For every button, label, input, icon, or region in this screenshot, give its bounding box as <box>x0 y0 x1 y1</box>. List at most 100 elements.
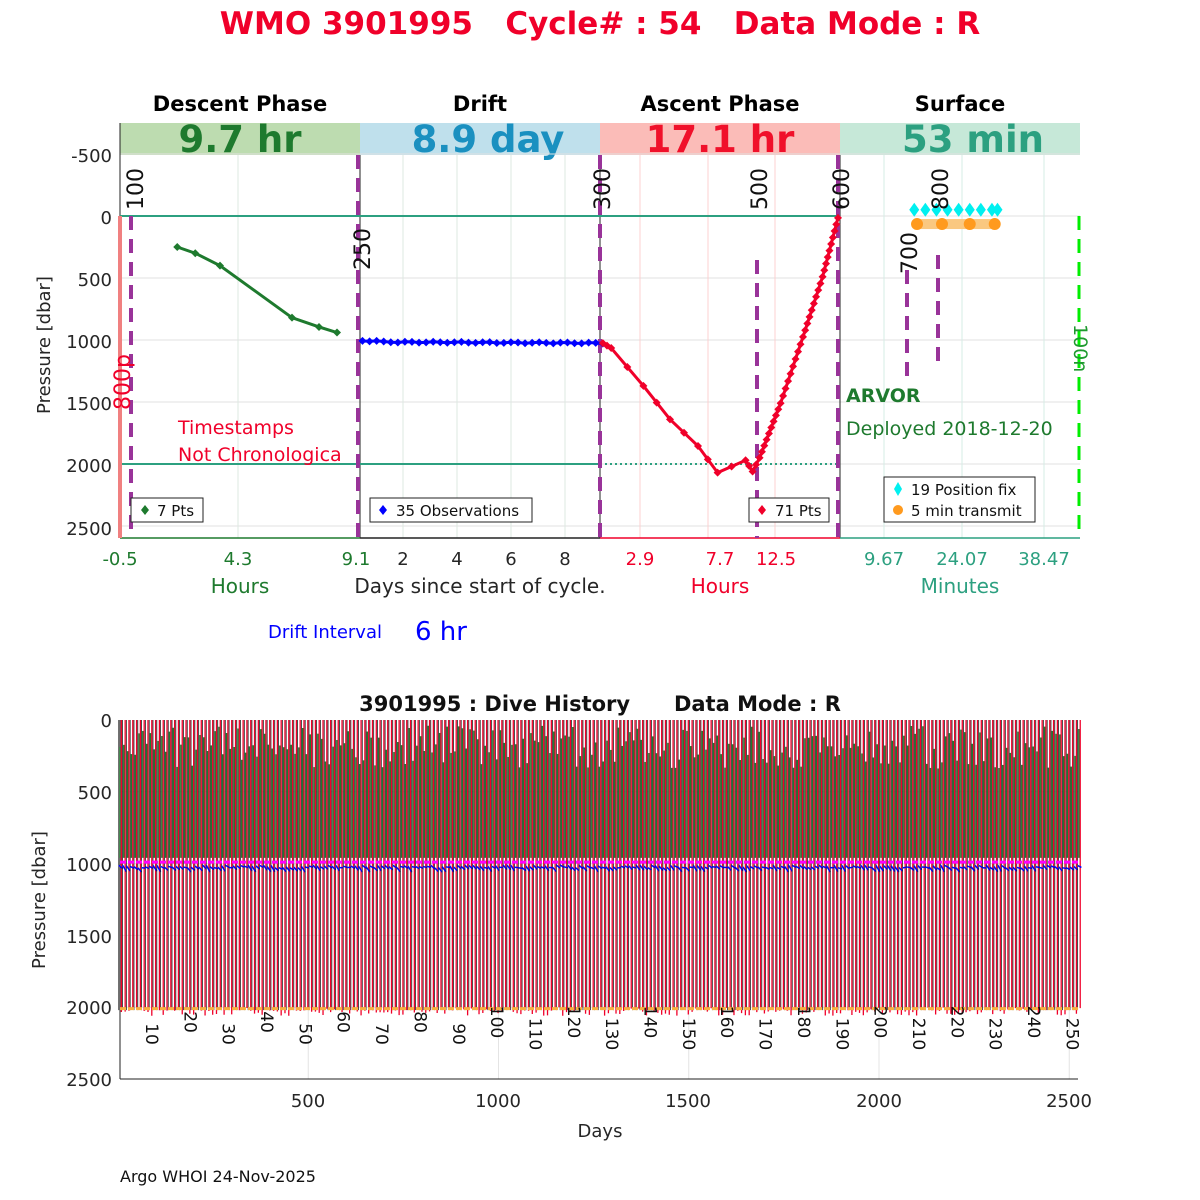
diamond-marker-icon <box>894 482 902 496</box>
drift-point <box>485 338 494 347</box>
drift-duration: 8.9 day <box>412 118 565 161</box>
drift-interval-value: 6 hr <box>415 617 467 647</box>
drift-segment <box>959 866 964 870</box>
drift-segment <box>635 864 641 871</box>
ascent-duration: 17.1 hr <box>646 118 796 161</box>
drift-segment <box>632 866 637 869</box>
drift-segment <box>978 864 983 869</box>
drift-segment <box>468 864 474 870</box>
top-y-axis-label: Pressure [dbar] <box>34 276 55 414</box>
drift-segment <box>365 866 371 873</box>
drift-segment <box>380 865 386 870</box>
drift-segment <box>666 866 671 872</box>
drift-segment <box>316 865 322 872</box>
ascent-point <box>771 411 780 420</box>
drift-segment <box>1062 867 1067 870</box>
drift-segment <box>890 865 896 872</box>
drift-segment <box>784 865 790 873</box>
drift-segment <box>974 864 980 871</box>
drift-segment <box>551 866 557 873</box>
drift-segment <box>734 866 740 872</box>
drift-segment <box>769 866 774 870</box>
drift-point <box>457 337 466 346</box>
drift-segment <box>163 866 169 872</box>
ascent-point <box>639 381 648 390</box>
drift-segment <box>776 866 782 870</box>
drift-segment <box>647 867 652 871</box>
cycle-label: 140 <box>640 1006 660 1038</box>
phase-ascent-label: Ascent Phase <box>641 92 800 116</box>
descent-x-label: Hours <box>211 574 270 598</box>
ascent-point <box>791 355 800 364</box>
drift-point <box>436 338 445 347</box>
ascent-point <box>666 415 674 424</box>
drift-segment <box>612 866 618 871</box>
position-fix-point <box>986 202 997 217</box>
drift-point <box>563 338 572 347</box>
position-fix-point <box>964 202 975 217</box>
ascent-point <box>774 405 783 414</box>
drift-segment <box>224 864 230 868</box>
y-tick: -500 <box>71 146 112 167</box>
float-type: ARVOR <box>846 385 921 407</box>
drift-segment <box>856 865 862 869</box>
top-plot-marks <box>118 155 1081 538</box>
legend-text: 35 Observations <box>396 502 519 520</box>
drift-segment <box>1039 866 1044 870</box>
marker-label: 300 <box>591 168 616 210</box>
x-tick: 2000 <box>856 1091 902 1112</box>
descent-point <box>216 261 224 270</box>
legend-drift: 35 Observations <box>369 497 533 523</box>
drift-point <box>400 337 409 346</box>
position-fix-point <box>920 202 931 217</box>
drift-segment <box>236 865 241 870</box>
x-tick: 4 <box>451 549 462 570</box>
drift-segment <box>244 865 249 869</box>
drift-point <box>372 336 381 345</box>
drift-segment <box>129 865 135 870</box>
drift-segment <box>1004 866 1010 872</box>
drift-segment <box>152 865 158 872</box>
y-tick: 500 <box>78 783 112 804</box>
x-tick: 500 <box>291 1091 325 1112</box>
drift-segment <box>860 864 866 871</box>
drift-segment <box>453 866 458 872</box>
diamond-marker-icon <box>141 505 149 515</box>
drift-segment <box>422 865 428 869</box>
top-y-axis: -500 0 500 1000 1500 2000 2500 Pressure … <box>34 146 112 540</box>
ascent-point <box>764 429 773 438</box>
cycle-label: 10 <box>141 1023 161 1045</box>
ascent-point <box>694 442 702 451</box>
drift-segment <box>810 866 816 871</box>
bottom-x-axis-label: Days <box>578 1121 623 1142</box>
transmit-point <box>963 218 976 231</box>
drift-segment <box>662 867 668 872</box>
drift-point <box>591 338 600 347</box>
position-fix-point <box>942 202 953 217</box>
drift-segment <box>852 865 858 869</box>
drift-segment <box>518 866 523 870</box>
drift-segment <box>673 865 679 869</box>
drift-segment <box>951 866 957 870</box>
drift-segment <box>875 864 881 873</box>
drift-segment <box>456 864 462 870</box>
marker-label: 600 <box>830 168 855 210</box>
drift-segment <box>411 865 416 869</box>
ascent-x-label: Hours <box>691 574 750 598</box>
ascent-point <box>796 340 805 349</box>
drift-segment <box>266 866 272 873</box>
drift-segment <box>491 865 496 869</box>
drift-segment <box>460 865 466 871</box>
ascent-point <box>713 468 722 477</box>
drift-point <box>535 338 544 347</box>
x-tick: 12.5 <box>756 549 796 570</box>
drift-segment <box>708 864 713 869</box>
y-tick: 2500 <box>66 519 112 540</box>
drift-segment <box>464 864 470 870</box>
ascent-point <box>623 362 632 371</box>
drift-segment <box>555 864 561 869</box>
drift-segment <box>220 865 226 872</box>
drift-segment <box>700 865 706 873</box>
ascent-point <box>820 266 829 275</box>
drift-segment <box>879 865 885 872</box>
